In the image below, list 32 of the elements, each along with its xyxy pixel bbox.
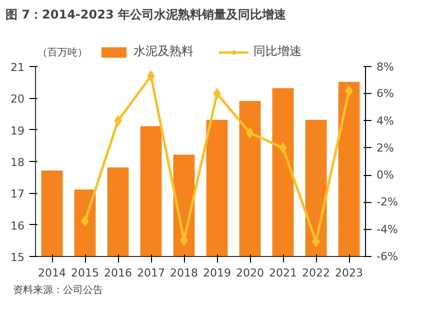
x-tick-label: 2015: [71, 266, 100, 280]
legend-label: 同比增速: [254, 43, 302, 60]
y-tick-label: 20: [10, 92, 25, 106]
y-tick-label: 19: [10, 124, 25, 138]
legend-label: 水泥及熟料: [134, 43, 194, 60]
y2-tick-label: -4%: [376, 222, 398, 236]
y2-tick-label: 0%: [376, 168, 394, 182]
y-tick-label: 21: [10, 61, 25, 74]
x-tick-label: 2021: [269, 266, 298, 280]
y2-tick-label: -2%: [376, 196, 398, 209]
point: [147, 70, 155, 82]
y-tick-label: 17: [10, 188, 25, 201]
chart-title: 图 7：2014-2023 年公司水泥熟料销量及同比增速: [6, 8, 287, 22]
x-tick-label: 2017: [137, 266, 166, 280]
y-tick-label: 18: [10, 156, 25, 169]
y2-tick-label: 8%: [376, 60, 394, 74]
y-axis-title: （百万吨）: [38, 46, 88, 58]
y2-tick-label: 4%: [376, 114, 394, 128]
y-tick-label: 16: [10, 219, 25, 232]
y2-tick-label: 2%: [376, 141, 394, 154]
text: 资料来源：公司公告: [13, 284, 103, 298]
x-tick-label: 2022: [302, 266, 330, 280]
x-tick-label: 2023: [335, 266, 364, 280]
y2-tick-label: -6%: [376, 250, 398, 263]
x-tick-label: 2019: [203, 266, 232, 280]
y2-tick-label: 6%: [376, 87, 394, 100]
x-tick-label: 2020: [236, 266, 264, 280]
x-tick-label: 2014: [38, 266, 66, 280]
x-tick-label: 2018: [170, 266, 198, 280]
point: [246, 128, 254, 138]
x-tick-label: 2016: [104, 266, 132, 280]
y-tick-label: 15: [10, 251, 25, 264]
